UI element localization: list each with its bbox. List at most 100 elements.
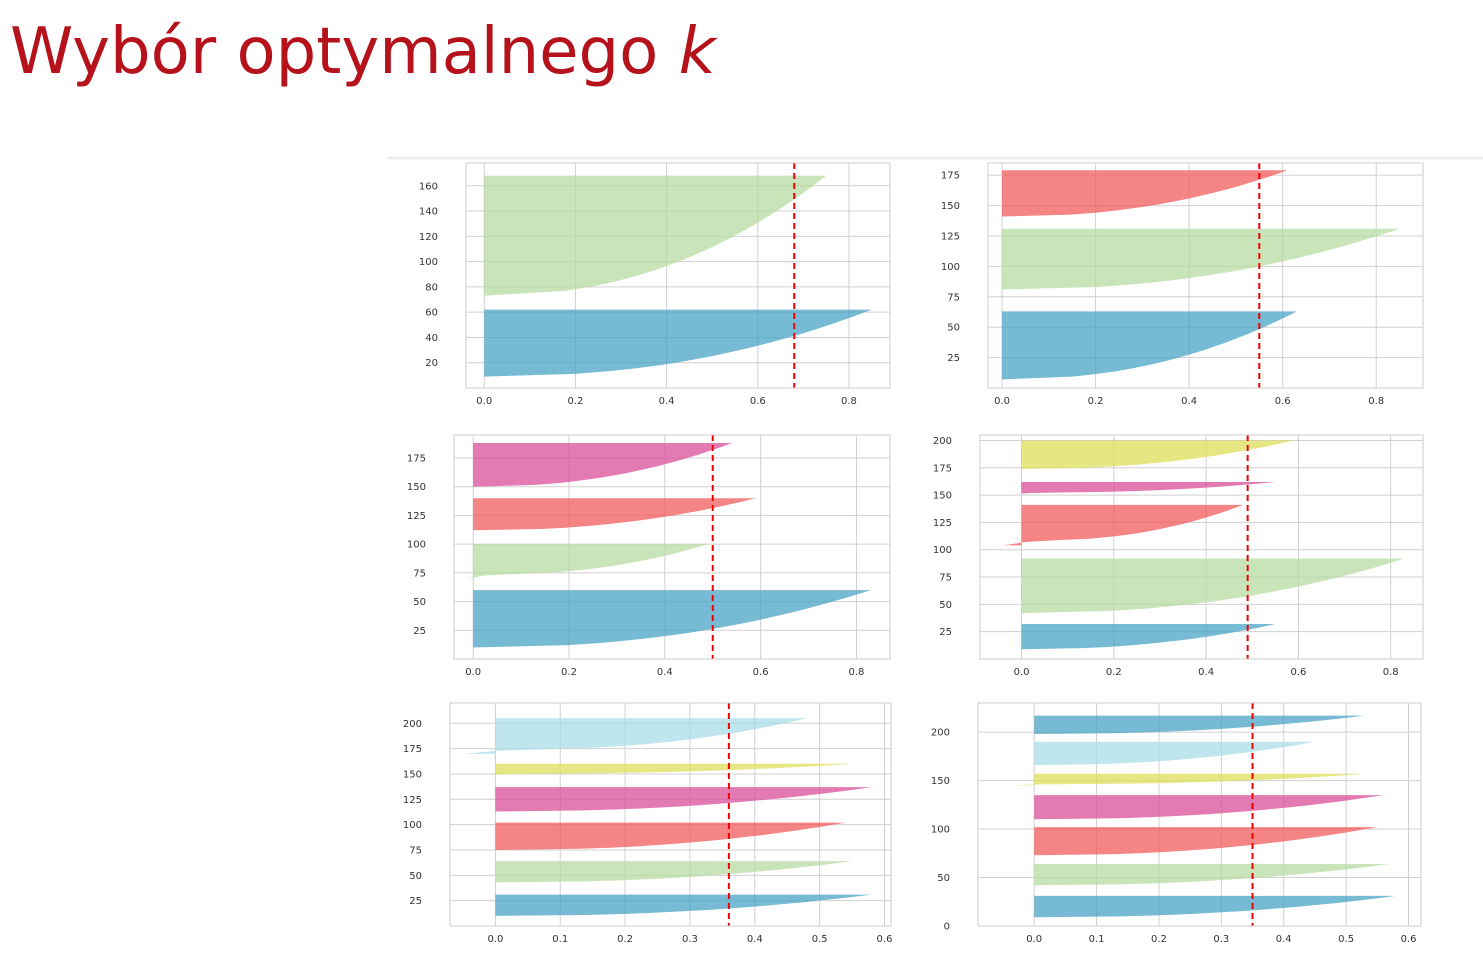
silhouette-cluster <box>1016 482 1276 494</box>
silhouette-cluster <box>495 822 846 850</box>
figure-shadow <box>388 157 1483 161</box>
y-tick-label: 100 <box>407 540 426 551</box>
x-tick-label: 0.6 <box>1290 667 1306 678</box>
silhouette-cluster <box>463 718 807 754</box>
y-tick-label: 0 <box>944 922 950 933</box>
silhouette-cluster <box>473 498 756 531</box>
plot-frame <box>979 434 1424 660</box>
x-tick-label: 0.6 <box>1401 934 1417 945</box>
x-tick-label: 0.1 <box>1089 934 1105 945</box>
x-tick-label: 0.2 <box>617 934 633 945</box>
x-tick-label: 0.4 <box>659 396 675 407</box>
x-tick-label: 0.6 <box>1275 396 1291 407</box>
silhouette-cluster <box>1034 795 1384 820</box>
x-tick-label: 0.8 <box>841 396 857 407</box>
x-tick-label: 0.4 <box>1276 934 1292 945</box>
y-tick-label: 75 <box>939 573 952 584</box>
y-tick-label: 75 <box>413 568 426 579</box>
y-tick-label: 50 <box>937 873 950 884</box>
y-tick-label: 125 <box>933 518 952 529</box>
y-tick-label: 20 <box>425 358 438 369</box>
silhouette-cluster <box>473 590 871 648</box>
silhouette-chart-k3: 0.0 0.2 0.4 0.6 0.8 25 50 75 100 125 150 175 <box>941 162 1424 407</box>
x-tick-label: 0.4 <box>1198 667 1214 678</box>
x-tick-label: 0.2 <box>1106 667 1122 678</box>
plot-frame <box>449 702 892 927</box>
y-tick-label: 80 <box>425 282 438 293</box>
y-tick-label: 100 <box>941 262 960 273</box>
silhouette-cluster <box>1002 311 1297 380</box>
y-tick-label: 160 <box>419 181 438 192</box>
x-tick-label: 0.2 <box>567 396 583 407</box>
x-tick-label: 0.3 <box>682 934 698 945</box>
silhouette-cluster <box>1021 440 1294 469</box>
silhouette-chart-k6: 0.0 0.1 0.2 0.3 0.4 0.5 0.6 25 50 75 100 125 150 175 2… <box>403 702 893 945</box>
plot-frame <box>453 434 891 660</box>
x-tick-label: 0.1 <box>552 934 568 945</box>
silhouette-cluster <box>1034 741 1315 766</box>
slide-title-text: Wybór optymalnego <box>10 15 659 89</box>
x-tick-label: 0.0 <box>476 396 492 407</box>
y-tick-label: 25 <box>409 896 422 907</box>
y-tick-label: 100 <box>419 257 438 268</box>
x-tick-label: 0.0 <box>1026 934 1042 945</box>
plot-frame <box>465 162 891 389</box>
x-tick-label: 0.5 <box>1338 934 1354 945</box>
x-tick-label: 0.0 <box>465 667 481 678</box>
x-tick-label: 0.2 <box>1088 396 1104 407</box>
slide-title-variable: k <box>678 15 716 89</box>
y-tick-label: 150 <box>407 482 426 493</box>
y-tick-label: 120 <box>419 232 438 243</box>
y-tick-label: 125 <box>407 511 426 522</box>
y-tick-label: 150 <box>941 201 960 212</box>
x-tick-label: 0.6 <box>753 667 769 678</box>
x-tick-label: 0.0 <box>1014 667 1030 678</box>
y-tick-label: 100 <box>931 825 950 836</box>
x-tick-label: 0.6 <box>877 934 893 945</box>
plot-frame <box>987 162 1424 389</box>
silhouette-chart-k5: 0.0 0.2 0.4 0.6 0.8 25 50 75 100 125 150 175 200 <box>933 434 1424 678</box>
silhouette-cluster <box>1034 827 1378 856</box>
x-tick-label: 0.0 <box>487 934 503 945</box>
x-tick-label: 0.6 <box>750 396 766 407</box>
y-tick-label: 200 <box>933 436 952 447</box>
silhouette-cluster <box>1003 504 1243 546</box>
y-tick-label: 175 <box>933 463 952 474</box>
x-tick-label: 0.3 <box>1213 934 1229 945</box>
silhouette-cluster <box>495 861 853 883</box>
y-tick-label: 140 <box>419 207 438 218</box>
x-tick-label: 0.8 <box>1368 396 1384 407</box>
silhouette-cluster <box>484 309 872 377</box>
silhouette-cluster <box>1034 715 1365 734</box>
y-tick-label: 75 <box>409 845 422 856</box>
y-tick-label: 25 <box>939 627 952 638</box>
silhouette-chart-k7: 0.0 0.1 0.2 0.3 0.4 0.5 0.6 0 50 100 150 200 <box>931 702 1422 945</box>
y-tick-label: 200 <box>403 719 422 730</box>
y-tick-label: 50 <box>409 871 422 882</box>
silhouette-cluster <box>1034 863 1390 886</box>
silhouette-chart-k4: 0.0 0.2 0.4 0.6 0.8 25 50 75 100 125 150 175 <box>407 434 891 678</box>
x-tick-label: 0.4 <box>657 667 673 678</box>
silhouette-cluster <box>1021 558 1405 614</box>
silhouette-cluster <box>1002 170 1288 217</box>
y-tick-label: 175 <box>403 744 422 755</box>
silhouette-cluster <box>1021 624 1276 650</box>
silhouette-chart-k2: 0.0 0.2 0.4 0.6 0.8 20 40 60 80 100 120 140 160 <box>419 162 891 407</box>
y-tick-label: 50 <box>413 597 426 608</box>
y-tick-label: 125 <box>403 795 422 806</box>
x-tick-label: 0.8 <box>1383 667 1399 678</box>
y-tick-label: 25 <box>947 353 960 364</box>
x-tick-label: 0.5 <box>812 934 828 945</box>
silhouette-cluster <box>473 443 732 487</box>
y-tick-label: 100 <box>403 820 422 831</box>
y-tick-label: 60 <box>425 308 438 319</box>
y-tick-label: 125 <box>941 231 960 242</box>
plot-frame <box>977 702 1422 927</box>
slide-title: Wybór optymalnego k <box>10 14 716 91</box>
y-tick-label: 40 <box>425 333 438 344</box>
y-tick-label: 25 <box>413 626 426 637</box>
y-tick-label: 50 <box>947 323 960 334</box>
y-tick-label: 175 <box>941 171 960 182</box>
y-tick-label: 75 <box>947 292 960 303</box>
y-tick-label: 200 <box>931 728 950 739</box>
